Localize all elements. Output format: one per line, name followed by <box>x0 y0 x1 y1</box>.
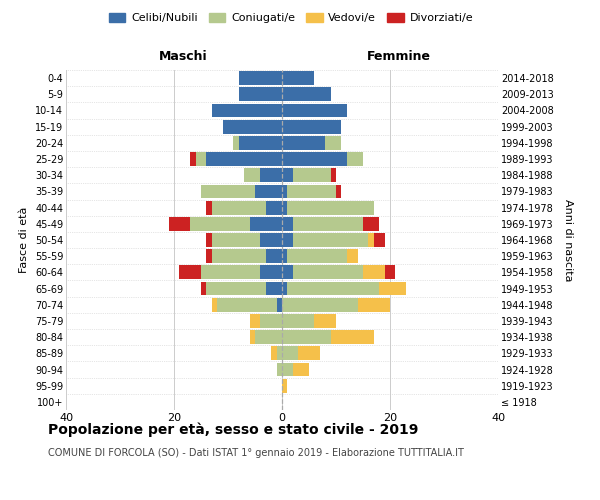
Bar <box>347 152 363 166</box>
Y-axis label: Anni di nascita: Anni di nascita <box>563 198 573 281</box>
Bar <box>266 200 282 214</box>
Bar <box>293 217 363 230</box>
Bar <box>271 346 277 360</box>
Bar <box>282 71 314 85</box>
Bar <box>255 330 282 344</box>
Bar <box>250 330 255 344</box>
Bar <box>201 282 206 296</box>
Bar <box>282 250 287 263</box>
Bar <box>282 168 293 182</box>
Bar <box>239 88 282 101</box>
Bar <box>239 136 282 149</box>
Bar <box>282 120 341 134</box>
Bar <box>282 266 293 280</box>
Bar <box>201 184 255 198</box>
Bar <box>347 250 358 263</box>
Bar <box>282 346 298 360</box>
Bar <box>255 184 282 198</box>
Bar <box>233 136 239 149</box>
Bar <box>277 298 282 312</box>
Bar <box>282 362 293 376</box>
Bar <box>217 298 277 312</box>
Bar <box>293 266 363 280</box>
Text: Maschi: Maschi <box>158 50 208 62</box>
Bar <box>282 184 287 198</box>
Bar <box>379 282 406 296</box>
Text: Femmine: Femmine <box>367 50 431 62</box>
Bar <box>358 298 390 312</box>
Bar <box>287 184 336 198</box>
Bar <box>374 233 385 247</box>
Bar <box>314 314 336 328</box>
Bar <box>282 233 293 247</box>
Text: COMUNE DI FORCOLA (SO) - Dati ISTAT 1° gennaio 2019 - Elaborazione TUTTITALIA.IT: COMUNE DI FORCOLA (SO) - Dati ISTAT 1° g… <box>48 448 464 458</box>
Bar <box>212 233 260 247</box>
Bar <box>293 168 331 182</box>
Bar <box>363 217 379 230</box>
Bar <box>206 152 282 166</box>
Bar <box>282 152 347 166</box>
Bar <box>325 136 341 149</box>
Bar <box>266 282 282 296</box>
Bar <box>293 233 368 247</box>
Legend: Celibi/Nubili, Coniugati/e, Vedovi/e, Divorziati/e: Celibi/Nubili, Coniugati/e, Vedovi/e, Di… <box>104 8 478 28</box>
Bar <box>260 168 282 182</box>
Bar <box>260 233 282 247</box>
Bar <box>206 233 212 247</box>
Bar <box>331 168 336 182</box>
Bar <box>196 152 206 166</box>
Bar <box>260 314 282 328</box>
Bar <box>287 200 374 214</box>
Bar <box>282 379 287 392</box>
Text: Popolazione per età, sesso e stato civile - 2019: Popolazione per età, sesso e stato civil… <box>48 422 418 437</box>
Bar <box>190 217 250 230</box>
Bar <box>277 346 282 360</box>
Bar <box>212 104 282 118</box>
Bar <box>266 250 282 263</box>
Bar <box>277 362 282 376</box>
Bar <box>206 282 266 296</box>
Bar <box>287 282 379 296</box>
Bar <box>336 184 341 198</box>
Bar <box>282 104 347 118</box>
Bar <box>206 200 212 214</box>
Bar <box>206 250 212 263</box>
Bar <box>169 217 190 230</box>
Bar <box>250 314 260 328</box>
Bar <box>363 266 385 280</box>
Bar <box>298 346 320 360</box>
Bar <box>260 266 282 280</box>
Bar <box>282 282 287 296</box>
Bar <box>282 298 358 312</box>
Bar <box>239 71 282 85</box>
Bar <box>282 88 331 101</box>
Bar <box>331 330 374 344</box>
Bar <box>282 200 287 214</box>
Bar <box>244 168 260 182</box>
Bar <box>368 233 374 247</box>
Bar <box>190 152 196 166</box>
Bar <box>282 330 331 344</box>
Bar <box>212 298 217 312</box>
Bar <box>282 136 325 149</box>
Bar <box>212 200 266 214</box>
Bar <box>212 250 266 263</box>
Y-axis label: Fasce di età: Fasce di età <box>19 207 29 273</box>
Bar <box>223 120 282 134</box>
Bar <box>293 362 309 376</box>
Bar <box>250 217 282 230</box>
Bar <box>282 314 314 328</box>
Bar <box>201 266 260 280</box>
Bar <box>282 217 293 230</box>
Bar <box>287 250 347 263</box>
Bar <box>385 266 395 280</box>
Bar <box>179 266 201 280</box>
